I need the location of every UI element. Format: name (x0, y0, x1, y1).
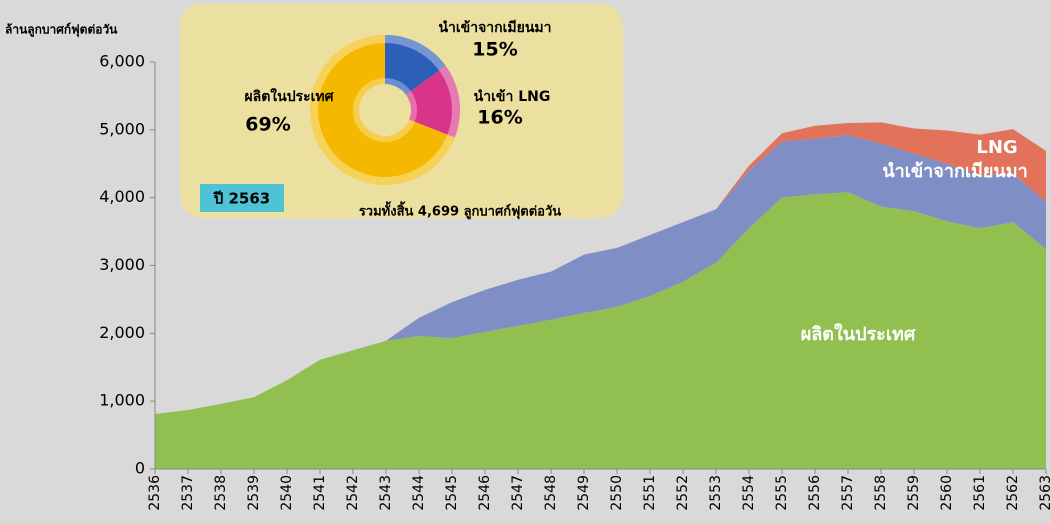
x-tick-label: 2557 (840, 475, 856, 511)
x-tick-label: 2555 (774, 475, 790, 511)
donut-rim (310, 35, 460, 185)
x-tick-label: 2539 (246, 475, 262, 511)
series-label: LNG (976, 137, 1017, 158)
x-tick-label: 2562 (1005, 475, 1021, 511)
x-tick-label: 2541 (312, 475, 328, 511)
year-badge (200, 184, 284, 212)
slice-value-label: 69% (245, 114, 290, 136)
y-tick-label: 1,000 (99, 391, 145, 410)
x-tick-label: 2560 (939, 475, 955, 511)
x-tick-label: 2553 (708, 475, 724, 511)
y-axis-label: ล้านลูกบาศก์ฟุตต่อวัน (5, 23, 118, 38)
x-tick-label: 2554 (741, 475, 757, 511)
donut-slice (385, 35, 446, 95)
x-tick-label: 2544 (411, 475, 427, 511)
x-tick-label: 2536 (147, 475, 163, 511)
x-tick-label: 2561 (972, 475, 988, 511)
donut-slice (310, 35, 455, 185)
area (155, 122, 1046, 415)
x-tick-label: 2546 (477, 475, 493, 511)
x-tick-label: 2547 (510, 475, 526, 511)
y-tick-label: 3,000 (99, 255, 145, 274)
plot: ผลิตในประเทศนำเข้าจากเมียนมาLNG01,0002,0… (99, 52, 1051, 511)
y-tick-label: 2,000 (99, 323, 145, 342)
x-tick-label: 2550 (609, 475, 625, 511)
slice-label: นำเข้าจากเมียนมา (438, 20, 551, 36)
x-tick-label: 2551 (642, 475, 658, 511)
y-tick-label: 5,000 (99, 119, 145, 138)
x-tick-label: 2537 (180, 475, 196, 511)
pie-note: รวมทั้งสิ้น 4,699 ลูกบาศก์ฟุตต่อวัน (359, 201, 561, 220)
x-tick-label: 2542 (345, 475, 361, 511)
pie-title: ปี 2563 (213, 190, 270, 208)
x-tick-label: 2552 (675, 475, 691, 511)
x-tick-label: 2556 (807, 475, 823, 511)
x-tick-label: 2545 (444, 475, 460, 511)
x-tick-label: 2559 (906, 475, 922, 511)
x-tick-label: 2538 (213, 475, 229, 511)
inset-panel (180, 4, 623, 218)
x-tick-label: 2563 (1038, 475, 1051, 511)
y-tick-label: 4,000 (99, 187, 145, 206)
donut-slice (406, 65, 461, 138)
slice-value-label: 15% (472, 39, 517, 61)
slice-label: นำเข้า LNG (474, 89, 551, 105)
y-tick-label: 6,000 (99, 52, 145, 71)
area (155, 135, 1046, 415)
x-tick-label: 2549 (576, 475, 592, 511)
inset: นำเข้าจากเมียนมา 15% นำเข้า LNG 16% ผลิตในปร… (244, 20, 552, 185)
donut-inner-rim (353, 78, 417, 142)
x-tick-label: 2548 (543, 475, 559, 511)
x-tick-label: 2540 (279, 475, 295, 511)
series-label: นำเข้าจากเมียนมา (882, 161, 1027, 182)
area (155, 192, 1046, 470)
slice-label: ผลิตในประเทศ (244, 87, 334, 105)
series-label: ผลิตในประเทศ (801, 323, 916, 345)
x-tick-label: 2543 (378, 475, 394, 511)
x-tick-label: 2558 (873, 475, 889, 511)
slice-value-label: 16% (477, 107, 522, 129)
y-tick-label: 0 (135, 459, 145, 478)
